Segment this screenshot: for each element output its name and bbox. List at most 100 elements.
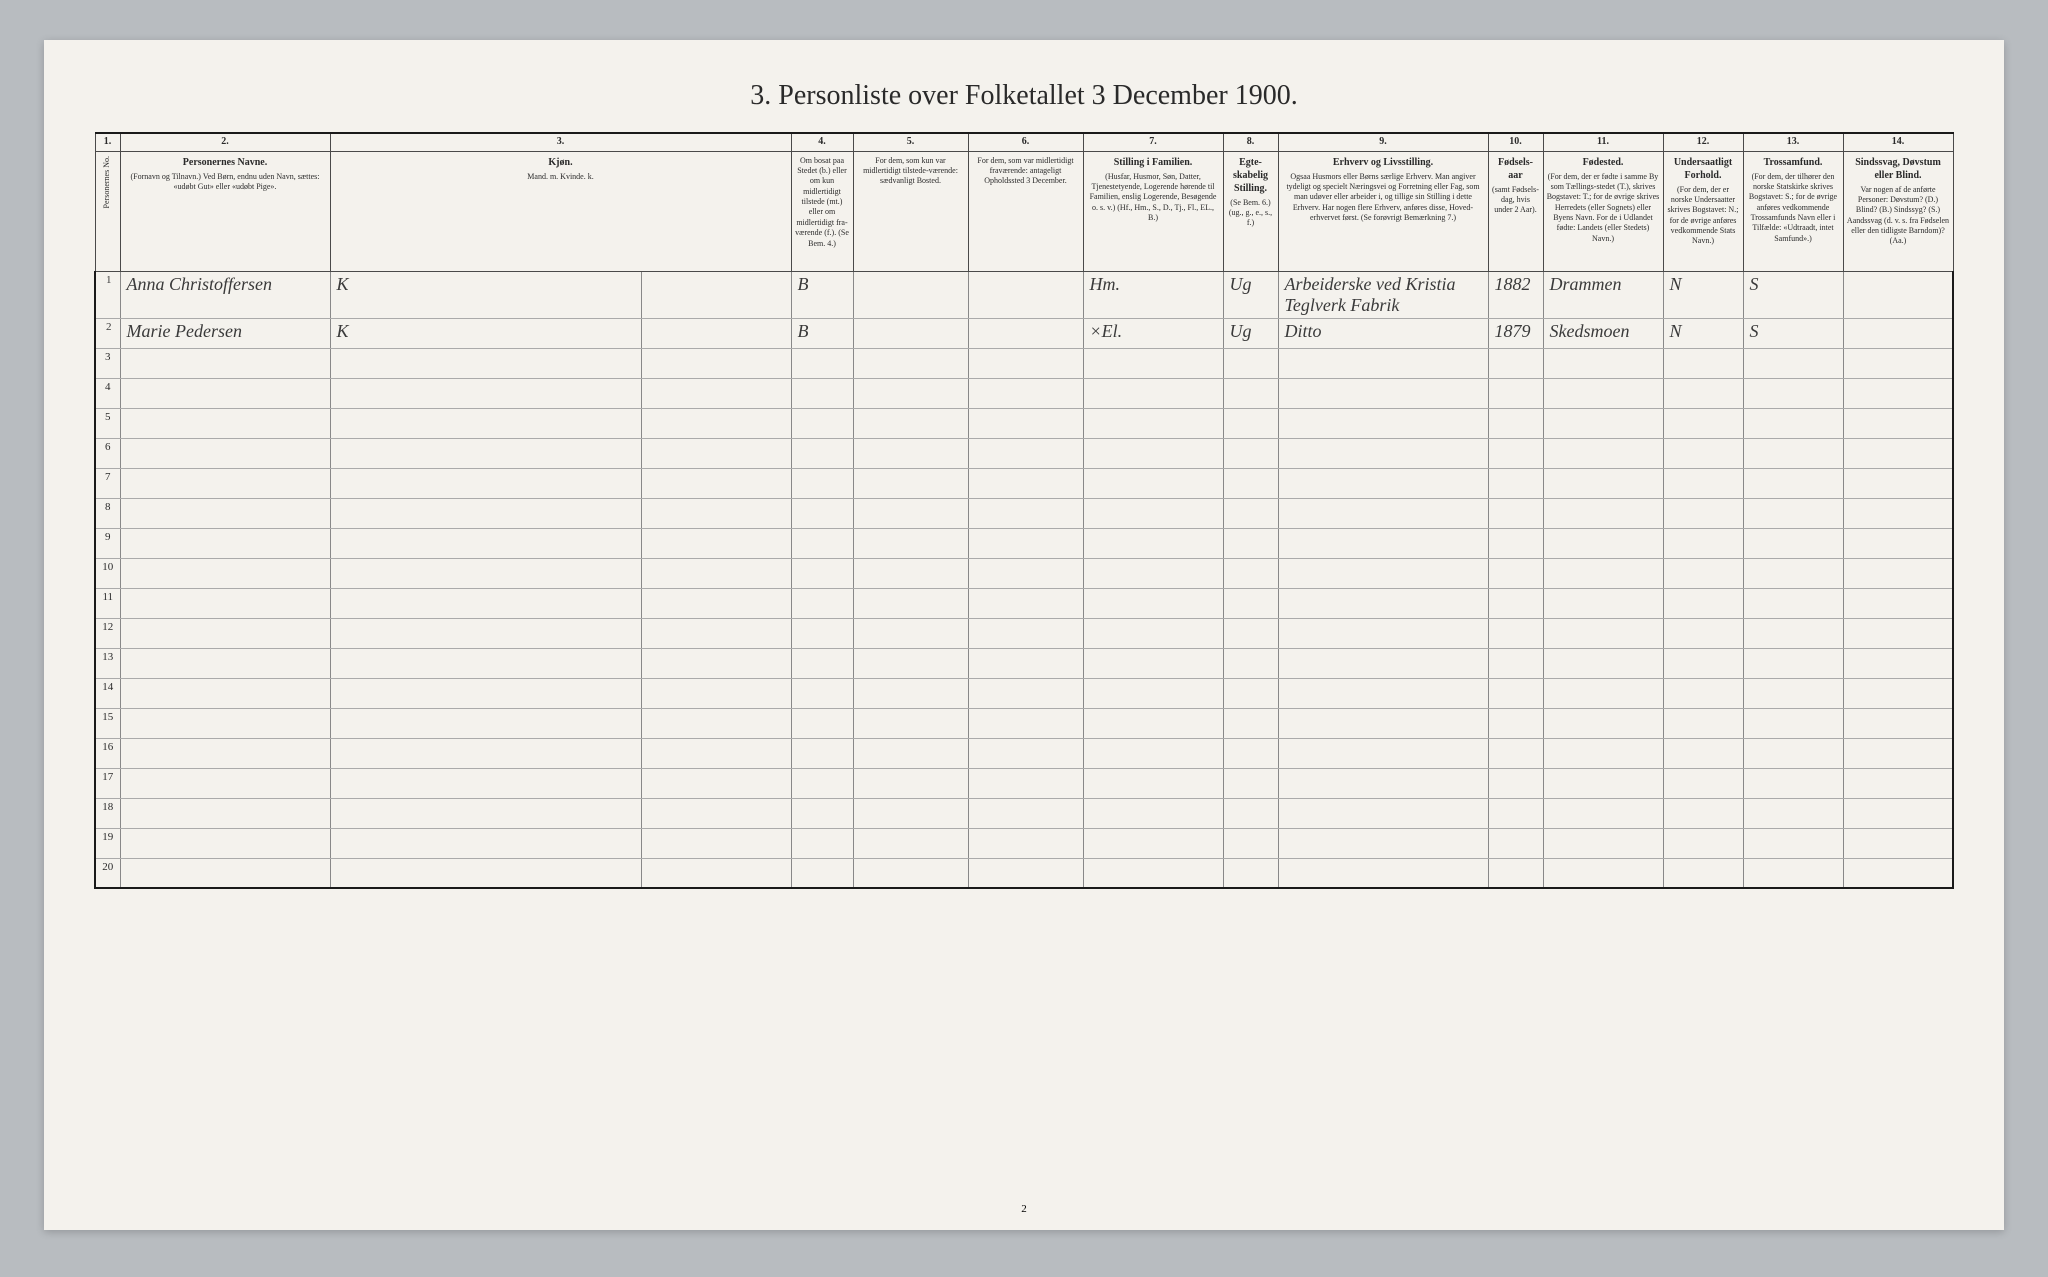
cell — [642, 738, 791, 768]
colnum-11: 11. — [1543, 133, 1663, 151]
hdr-religion: Trossamfund.(For dem, der tilhører den n… — [1743, 151, 1843, 271]
cell — [1743, 798, 1843, 828]
cell — [1743, 348, 1843, 378]
colnum-1: 1. — [95, 133, 120, 151]
hdr-nationality: Undersaatligt Forhold.(For dem, der er n… — [1663, 151, 1743, 271]
table-row: 5 — [95, 408, 1953, 438]
census-table: 1. 2. 3. 4. 5. 6. 7. 8. 9. 10. 11. 12. 1… — [94, 132, 1954, 889]
cell — [1843, 408, 1953, 438]
table-row: 17 — [95, 768, 1953, 798]
cell — [1843, 708, 1953, 738]
cell: 1882 — [1488, 271, 1543, 318]
cell — [1488, 738, 1543, 768]
cell: Hm. — [1083, 271, 1223, 318]
cell — [853, 318, 968, 348]
cell — [642, 498, 791, 528]
cell — [1663, 618, 1743, 648]
table-row: 2Marie PedersenKB×El.UgDitto1879Skedsmoe… — [95, 318, 1953, 348]
cell — [642, 408, 791, 438]
cell — [642, 768, 791, 798]
cell — [968, 858, 1083, 888]
cell — [791, 348, 853, 378]
colnum-13: 13. — [1743, 133, 1843, 151]
cell — [120, 798, 330, 828]
cell — [1278, 558, 1488, 588]
cell — [968, 738, 1083, 768]
cell — [1488, 558, 1543, 588]
colnum-14: 14. — [1843, 133, 1953, 151]
cell: ×El. — [1083, 318, 1223, 348]
cell — [642, 618, 791, 648]
cell — [1843, 678, 1953, 708]
cell — [1663, 648, 1743, 678]
cell — [968, 558, 1083, 588]
cell — [791, 528, 853, 558]
cell — [1743, 738, 1843, 768]
cell — [120, 678, 330, 708]
cell — [853, 618, 968, 648]
cell — [1743, 618, 1843, 648]
cell — [1278, 378, 1488, 408]
cell — [1278, 618, 1488, 648]
cell — [791, 648, 853, 678]
cell — [1223, 768, 1278, 798]
cell — [1543, 348, 1663, 378]
table-row: 3 — [95, 348, 1953, 378]
cell — [791, 558, 853, 588]
cell — [1843, 271, 1953, 318]
cell — [1843, 588, 1953, 618]
cell — [1843, 618, 1953, 648]
cell — [968, 271, 1083, 318]
cell — [1488, 438, 1543, 468]
cell: 6 — [95, 438, 120, 468]
cell — [1488, 408, 1543, 438]
colnum-10: 10. — [1488, 133, 1543, 151]
cell — [968, 798, 1083, 828]
cell — [1223, 618, 1278, 648]
cell — [642, 558, 791, 588]
cell: 13 — [95, 648, 120, 678]
cell — [1278, 858, 1488, 888]
table-row: 11 — [95, 588, 1953, 618]
cell: N — [1663, 271, 1743, 318]
cell: 1 — [95, 271, 120, 318]
table-row: 4 — [95, 378, 1953, 408]
cell — [1743, 648, 1843, 678]
cell — [1663, 378, 1743, 408]
hdr-temp-present: For dem, som kun var midlertidigt tilste… — [853, 151, 968, 271]
cell — [1488, 528, 1543, 558]
table-row: 20 — [95, 858, 1953, 888]
cell — [1663, 678, 1743, 708]
cell — [1543, 738, 1663, 768]
cell — [1543, 528, 1663, 558]
cell: 5 — [95, 408, 120, 438]
cell: Drammen — [1543, 271, 1663, 318]
cell — [1663, 498, 1743, 528]
cell: Skedsmoen — [1543, 318, 1663, 348]
cell — [791, 498, 853, 528]
cell — [1083, 798, 1223, 828]
colnum-4: 4. — [791, 133, 853, 151]
table-row: 18 — [95, 798, 1953, 828]
cell — [1488, 618, 1543, 648]
cell — [642, 678, 791, 708]
cell — [1223, 678, 1278, 708]
cell — [642, 438, 791, 468]
cell — [1278, 708, 1488, 738]
cell — [1083, 618, 1223, 648]
cell — [1083, 738, 1223, 768]
cell — [330, 498, 642, 528]
cell — [853, 588, 968, 618]
cell — [1743, 558, 1843, 588]
cell — [120, 498, 330, 528]
cell — [1743, 768, 1843, 798]
column-header-row: Personernes No. Personernes Navne.(Forna… — [95, 151, 1953, 271]
table-row: 19 — [95, 828, 1953, 858]
cell — [120, 738, 330, 768]
cell — [1743, 408, 1843, 438]
cell — [1843, 378, 1953, 408]
cell: 20 — [95, 858, 120, 888]
cell — [1223, 558, 1278, 588]
cell — [791, 768, 853, 798]
cell: 18 — [95, 798, 120, 828]
